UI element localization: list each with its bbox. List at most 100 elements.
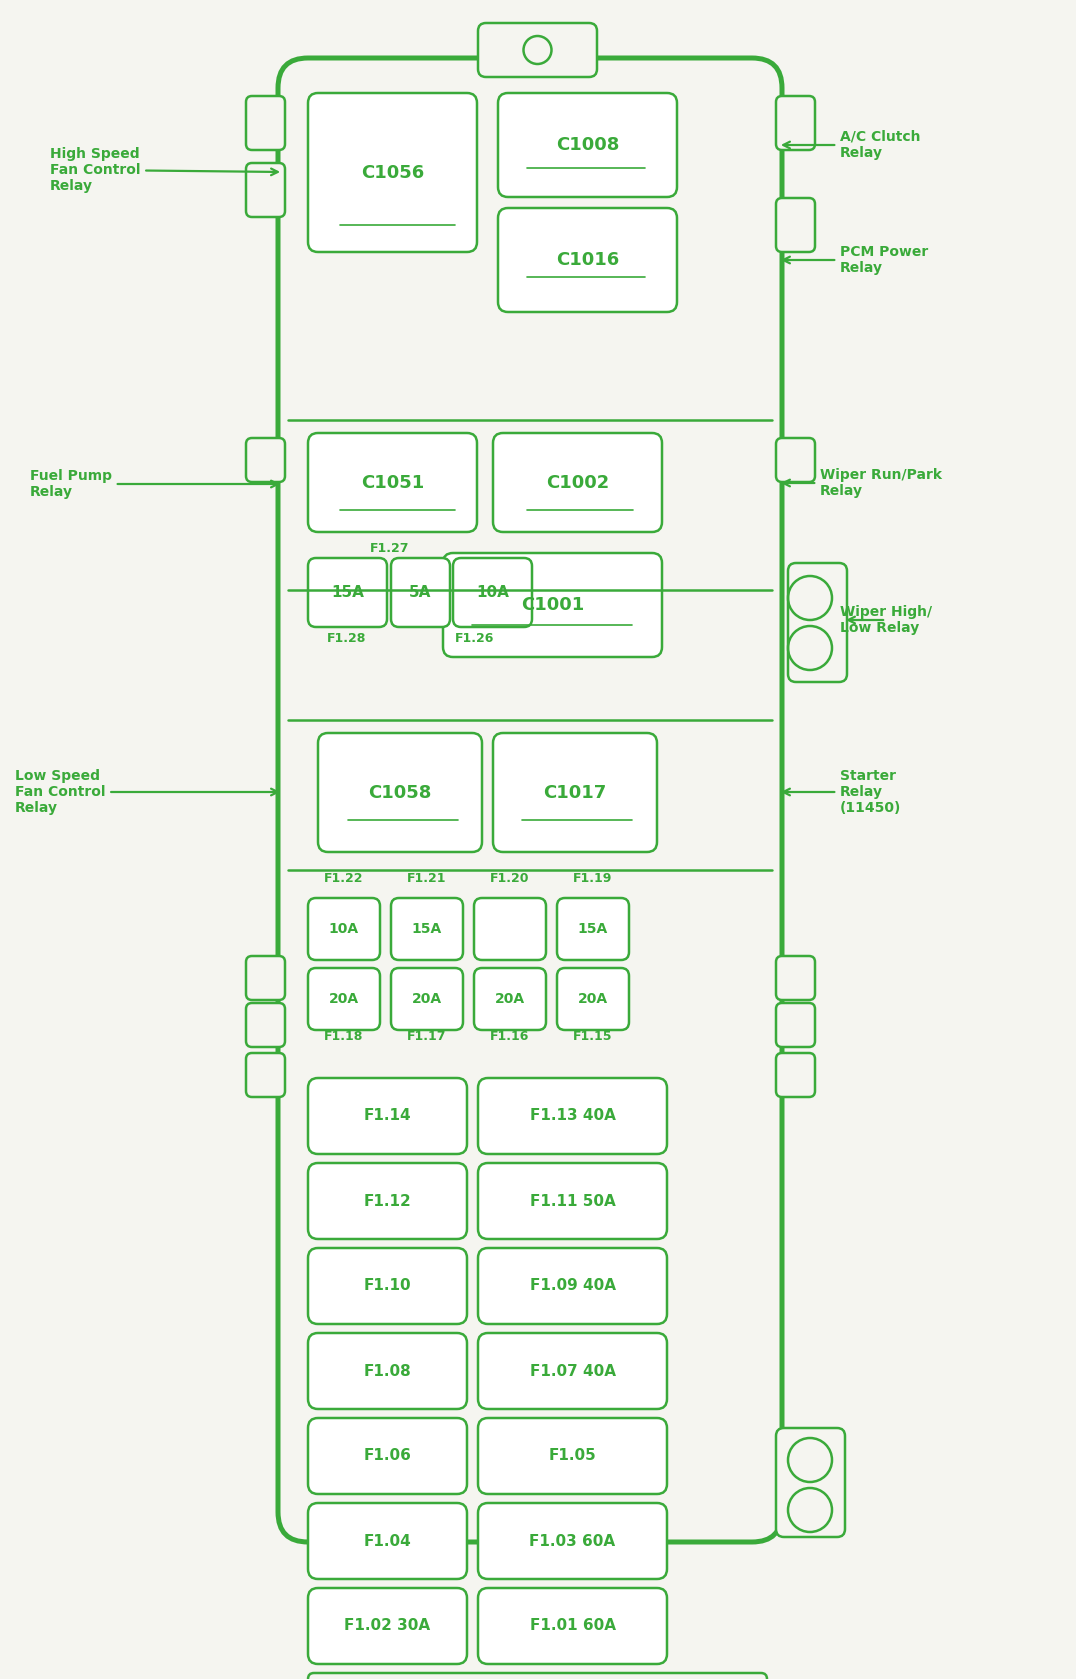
Text: C1056: C1056	[360, 163, 424, 181]
FancyBboxPatch shape	[478, 1588, 667, 1664]
FancyBboxPatch shape	[391, 557, 450, 626]
Text: 10A: 10A	[329, 922, 359, 935]
Text: F1.15: F1.15	[574, 1029, 612, 1043]
Text: Fuel Pump
Relay: Fuel Pump Relay	[30, 468, 278, 499]
Text: High Speed
Fan Control
Relay: High Speed Fan Control Relay	[49, 146, 278, 193]
Text: Wiper High/
Low Relay: Wiper High/ Low Relay	[840, 604, 932, 635]
FancyBboxPatch shape	[308, 1588, 467, 1664]
FancyBboxPatch shape	[557, 898, 629, 960]
FancyBboxPatch shape	[308, 433, 477, 532]
Text: F1.16: F1.16	[491, 1029, 529, 1043]
FancyBboxPatch shape	[498, 92, 677, 196]
FancyBboxPatch shape	[493, 433, 662, 532]
Text: F1.02 30A: F1.02 30A	[344, 1619, 430, 1634]
Text: C1002: C1002	[546, 473, 609, 492]
FancyBboxPatch shape	[475, 969, 546, 1029]
Text: F1.27: F1.27	[370, 542, 410, 554]
Text: C1008: C1008	[556, 136, 619, 154]
FancyBboxPatch shape	[453, 557, 532, 626]
Text: PCM Power
Relay: PCM Power Relay	[783, 245, 929, 275]
Text: F1.04: F1.04	[364, 1533, 411, 1548]
FancyBboxPatch shape	[246, 163, 285, 217]
Text: F1.05: F1.05	[549, 1449, 596, 1464]
FancyBboxPatch shape	[776, 1053, 815, 1096]
FancyBboxPatch shape	[246, 438, 285, 482]
FancyBboxPatch shape	[776, 1429, 845, 1536]
Text: F1.21: F1.21	[407, 871, 447, 885]
FancyBboxPatch shape	[308, 92, 477, 252]
Text: 20A: 20A	[412, 992, 442, 1006]
Text: F1.19: F1.19	[574, 871, 612, 885]
FancyBboxPatch shape	[443, 552, 662, 656]
Text: 15A: 15A	[331, 584, 364, 599]
FancyBboxPatch shape	[308, 898, 380, 960]
FancyBboxPatch shape	[776, 1002, 815, 1048]
Text: F1.03 60A: F1.03 60A	[529, 1533, 615, 1548]
Text: F1.14: F1.14	[364, 1108, 411, 1123]
FancyBboxPatch shape	[776, 198, 815, 252]
FancyBboxPatch shape	[478, 1247, 667, 1325]
Text: F1.20: F1.20	[491, 871, 529, 885]
Text: C1016: C1016	[556, 250, 619, 269]
FancyBboxPatch shape	[788, 562, 847, 682]
Text: F1.09 40A: F1.09 40A	[529, 1278, 615, 1293]
Text: 15A: 15A	[578, 922, 608, 935]
FancyBboxPatch shape	[493, 734, 657, 851]
Text: Low Speed
Fan Control
Relay: Low Speed Fan Control Relay	[15, 769, 278, 816]
Text: Starter
Relay
(11450): Starter Relay (11450)	[783, 769, 902, 816]
FancyBboxPatch shape	[308, 1419, 467, 1494]
Text: 20A: 20A	[578, 992, 608, 1006]
Text: 20A: 20A	[329, 992, 359, 1006]
FancyBboxPatch shape	[278, 59, 782, 1541]
FancyBboxPatch shape	[776, 955, 815, 1001]
FancyBboxPatch shape	[308, 1672, 767, 1679]
Text: F1.06: F1.06	[364, 1449, 411, 1464]
FancyBboxPatch shape	[478, 1078, 667, 1153]
FancyBboxPatch shape	[776, 438, 815, 482]
Text: 15A: 15A	[412, 922, 442, 935]
Text: F1.13 40A: F1.13 40A	[529, 1108, 615, 1123]
FancyBboxPatch shape	[308, 1503, 467, 1578]
FancyBboxPatch shape	[391, 898, 463, 960]
FancyBboxPatch shape	[478, 1333, 667, 1409]
Text: Wiper Run/Park
Relay: Wiper Run/Park Relay	[783, 468, 942, 499]
FancyBboxPatch shape	[308, 557, 387, 626]
Text: C1051: C1051	[360, 473, 424, 492]
FancyBboxPatch shape	[308, 969, 380, 1029]
Text: F1.08: F1.08	[364, 1363, 411, 1378]
Text: C1017: C1017	[543, 784, 607, 801]
Text: C1058: C1058	[368, 784, 431, 801]
FancyBboxPatch shape	[308, 1078, 467, 1153]
Text: 10A: 10A	[476, 584, 509, 599]
Text: F1.18: F1.18	[324, 1029, 364, 1043]
FancyBboxPatch shape	[478, 24, 597, 77]
Text: F1.10: F1.10	[364, 1278, 411, 1293]
FancyBboxPatch shape	[246, 96, 285, 149]
FancyBboxPatch shape	[776, 96, 815, 149]
Text: F1.12: F1.12	[364, 1194, 411, 1209]
Text: F1.07 40A: F1.07 40A	[529, 1363, 615, 1378]
Text: F1.01 60A: F1.01 60A	[529, 1619, 615, 1634]
FancyBboxPatch shape	[246, 1002, 285, 1048]
FancyBboxPatch shape	[308, 1164, 467, 1239]
FancyBboxPatch shape	[318, 734, 482, 851]
Text: F1.22: F1.22	[324, 871, 364, 885]
Text: F1.28: F1.28	[327, 631, 367, 645]
FancyBboxPatch shape	[308, 1333, 467, 1409]
FancyBboxPatch shape	[475, 898, 546, 960]
FancyBboxPatch shape	[498, 208, 677, 312]
FancyBboxPatch shape	[478, 1419, 667, 1494]
Text: 20A: 20A	[495, 992, 525, 1006]
Text: C1001: C1001	[521, 596, 584, 615]
FancyBboxPatch shape	[478, 1164, 667, 1239]
FancyBboxPatch shape	[478, 1503, 667, 1578]
Text: F1.11 50A: F1.11 50A	[529, 1194, 615, 1209]
Text: A/C Clutch
Relay: A/C Clutch Relay	[783, 129, 920, 160]
FancyBboxPatch shape	[557, 969, 629, 1029]
Text: 5A: 5A	[409, 584, 431, 599]
FancyBboxPatch shape	[246, 955, 285, 1001]
FancyBboxPatch shape	[308, 1247, 467, 1325]
FancyBboxPatch shape	[246, 1053, 285, 1096]
FancyBboxPatch shape	[391, 969, 463, 1029]
Text: F1.17: F1.17	[407, 1029, 447, 1043]
